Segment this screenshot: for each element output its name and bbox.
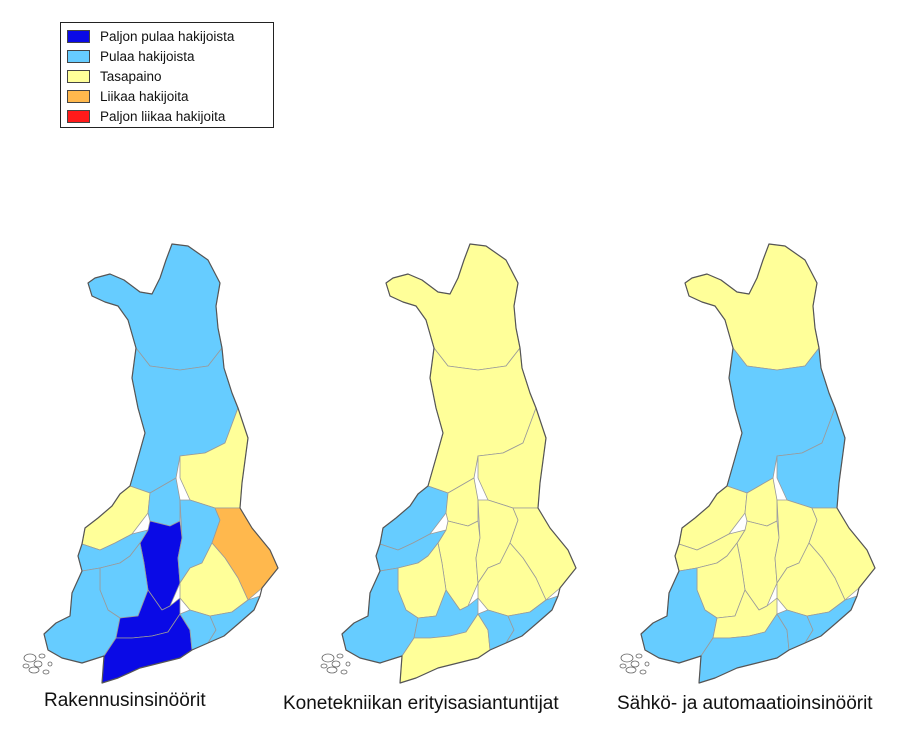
aland-island — [320, 663, 328, 669]
legend-label: Tasapaino — [100, 68, 162, 84]
aland-island — [625, 666, 637, 674]
country-outline — [640, 243, 876, 684]
aland-island — [340, 669, 348, 675]
finland-map-konetekniikka — [320, 243, 577, 684]
aland-island — [331, 660, 341, 668]
aland-island — [23, 653, 37, 663]
region-lapland — [684, 243, 820, 371]
aland-island — [47, 661, 53, 667]
legend-swatch-paljon-pulaa — [67, 29, 90, 43]
aland-island — [619, 663, 627, 669]
legend-label: Pulaa hakijoista — [100, 48, 195, 64]
finland-map-rakennusinsinoorit — [22, 243, 279, 684]
legend: Paljon pulaa hakijoista Pulaa hakijoista… — [60, 22, 274, 128]
aland-island — [639, 669, 647, 675]
aland-island — [321, 653, 335, 663]
legend-swatch-pulaa — [67, 49, 90, 63]
region-lapland — [87, 243, 223, 371]
aland-island — [620, 653, 634, 663]
aland-island — [644, 661, 650, 667]
legend-swatch-tasapaino — [67, 69, 90, 83]
aland-island — [345, 661, 351, 667]
legend-item: Paljon pulaa hakijoista — [67, 26, 273, 46]
map-caption-rakennusinsinoorit: Rakennusinsinöörit — [44, 690, 206, 711]
aland-island — [630, 660, 640, 668]
aland-island — [42, 669, 50, 675]
map-caption-konetekniikka: Konetekniikan erityisasiantuntijat — [283, 693, 559, 714]
legend-item: Tasapaino — [67, 66, 273, 86]
aland-island — [326, 666, 338, 674]
country-outline — [43, 243, 279, 684]
country-outline — [341, 243, 577, 684]
aland-island — [33, 660, 43, 668]
aland-island — [336, 653, 344, 659]
legend-swatch-paljon-liikaa — [67, 109, 90, 123]
aland-island — [22, 663, 30, 669]
legend-label: Liikaa hakijoita — [100, 88, 189, 104]
aland-island — [28, 666, 40, 674]
legend-item: Liikaa hakijoita — [67, 86, 273, 106]
legend-label: Paljon pulaa hakijoista — [100, 28, 235, 44]
legend-item: Paljon liikaa hakijoita — [67, 106, 273, 126]
aland-island — [38, 653, 46, 659]
map-caption-sahko-automaatio: Sähkö- ja automaatioinsinöörit — [617, 693, 873, 714]
aland-island — [635, 653, 643, 659]
legend-label: Paljon liikaa hakijoita — [100, 108, 226, 124]
region-lapland — [385, 243, 521, 371]
finland-map-sahko-automaatio — [619, 243, 876, 684]
legend-item: Pulaa hakijoista — [67, 46, 273, 66]
legend-swatch-liikaa — [67, 89, 90, 103]
